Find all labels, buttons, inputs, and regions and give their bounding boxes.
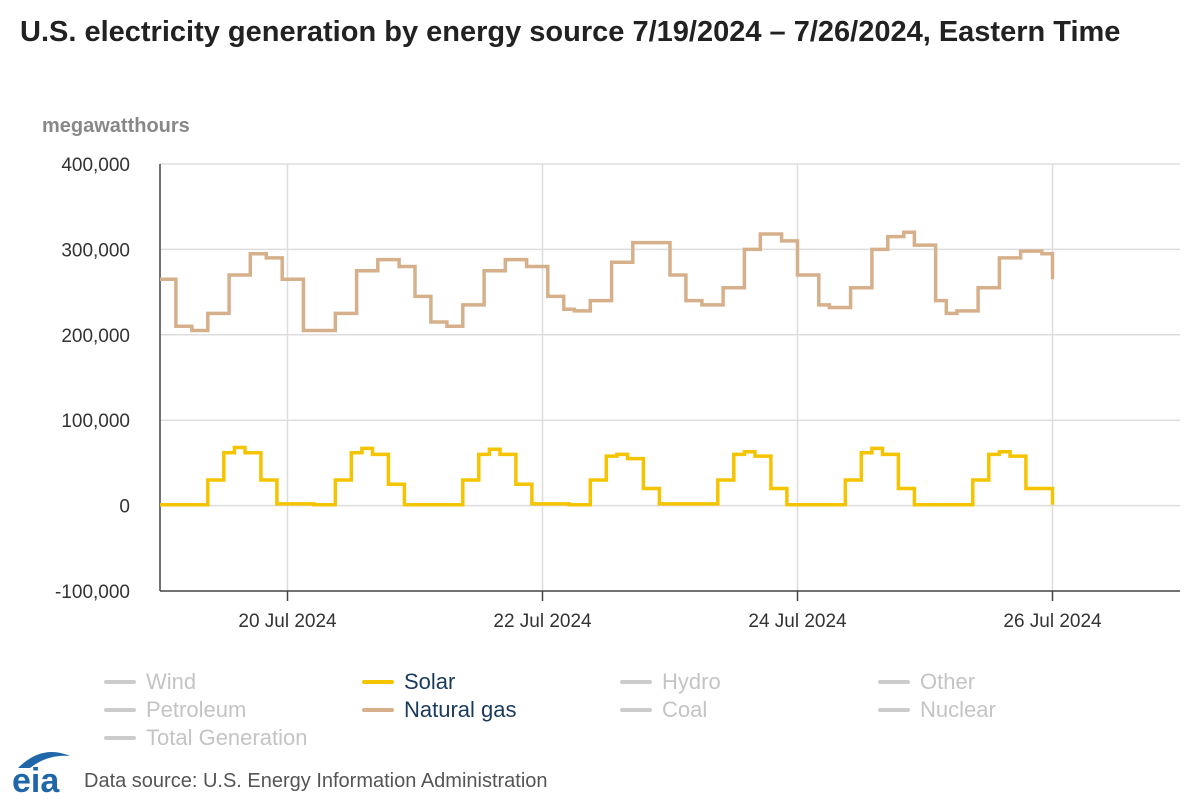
legend-item-hydro[interactable]: Hydro — [620, 668, 721, 696]
legend-label: Hydro — [662, 669, 721, 694]
chart-title: U.S. electricity generation by energy so… — [20, 16, 1121, 48]
legend-label: Coal — [662, 697, 708, 722]
legend-item-total-generation[interactable]: Total Generation — [104, 724, 307, 752]
series-line-solar — [160, 445, 1055, 507]
x-tick-label: 22 Jul 2024 — [493, 611, 592, 632]
legend-swatch — [620, 680, 652, 684]
y-tick-label: -100,000 — [55, 582, 130, 603]
legend-item-other[interactable]: Other — [878, 668, 975, 696]
legend-swatch — [104, 680, 136, 684]
legend-item-nuclear[interactable]: Nuclear — [878, 696, 996, 724]
y-tick-label: 400,000 — [61, 155, 130, 176]
footer: eia Data source: U.S. Energy Information… — [10, 744, 548, 796]
x-tick-label: 24 Jul 2024 — [748, 611, 847, 632]
y-tick-label: 0 — [119, 497, 130, 518]
legend-swatch — [878, 680, 910, 684]
legend-item-coal[interactable]: Coal — [620, 696, 707, 724]
legend-label: Total Generation — [146, 725, 308, 750]
legend-item-petroleum[interactable]: Petroleum — [104, 696, 246, 724]
legend-swatch — [362, 680, 394, 684]
y-tick-label: 300,000 — [61, 240, 130, 261]
legend-label: Petroleum — [146, 697, 247, 722]
chart-plot: -100,000 0 100,000 200,000 300,000 400,000 20 … — [42, 115, 1180, 632]
legend-label: Nuclear — [920, 697, 996, 722]
eia-logo-text: eia — [12, 762, 60, 796]
legend-label: Natural gas — [404, 697, 517, 722]
legend-swatch — [362, 708, 394, 712]
legend-label: Wind — [146, 669, 197, 694]
legend-swatch — [620, 708, 652, 712]
y-axis-unit-label: megawatthours — [42, 115, 190, 137]
legend-label: Solar — [404, 669, 456, 694]
legend-item-solar[interactable]: Solar — [362, 668, 455, 696]
x-tick-label: 20 Jul 2024 — [238, 611, 337, 632]
y-tick-label: 100,000 — [61, 411, 130, 432]
eia-logo-swoosh — [18, 752, 70, 768]
x-tick-label: 26 Jul 2024 — [1003, 611, 1102, 632]
y-tick-label: 200,000 — [61, 326, 130, 347]
legend-label: Other — [920, 669, 976, 694]
legend-swatch — [104, 736, 136, 740]
data-source-text: Data source: U.S. Energy Information Adm… — [84, 770, 548, 792]
series-line-natural-gas — [160, 230, 1055, 333]
legend-item-natural-gas[interactable]: Natural gas — [362, 696, 517, 724]
legend-item-wind[interactable]: Wind — [104, 668, 196, 696]
legend-swatch — [104, 708, 136, 712]
eia-logo: eia — [12, 752, 70, 796]
legend-swatch — [878, 708, 910, 712]
